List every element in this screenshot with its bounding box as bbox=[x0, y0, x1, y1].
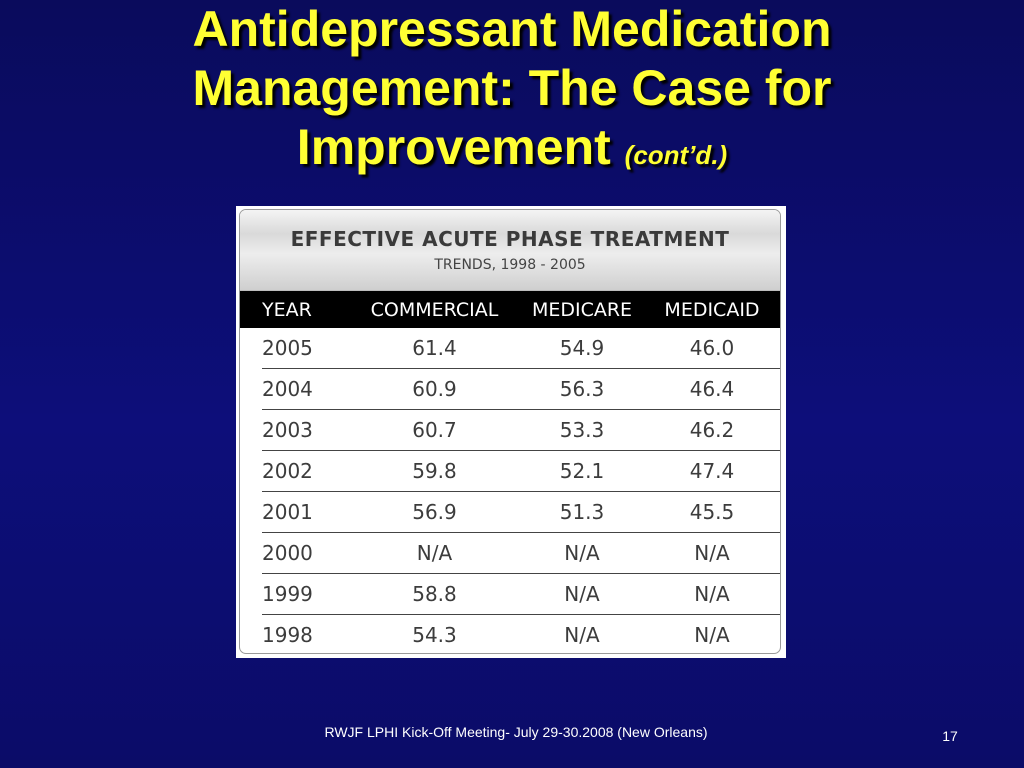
table-row: 2000 N/A N/A N/A bbox=[262, 533, 780, 574]
cell-medicare: N/A bbox=[564, 623, 600, 647]
cell-medicaid: N/A bbox=[694, 541, 730, 565]
cell-year: 2004 bbox=[262, 377, 313, 401]
cell-medicaid: 47.4 bbox=[689, 459, 735, 483]
table-row: 1998 54.3 N/A N/A bbox=[262, 615, 780, 653]
cell-commercial: 60.7 bbox=[412, 418, 457, 442]
table-subtitle: TRENDS, 1998 - 2005 bbox=[434, 257, 586, 273]
treatment-table: EFFECTIVE ACUTE PHASE TREATMENT TRENDS, … bbox=[239, 209, 781, 654]
cell-medicaid: 46.2 bbox=[689, 418, 735, 442]
cell-year: 2005 bbox=[262, 336, 313, 360]
table-row: 2001 56.9 51.3 45.5 bbox=[262, 492, 780, 533]
footer-text: RWJF LPHI Kick-Off Meeting- July 29-30.2… bbox=[324, 724, 708, 740]
column-header-year: YEAR bbox=[262, 298, 312, 321]
column-header-medicare: MEDICARE bbox=[531, 298, 633, 321]
cell-medicare: 54.9 bbox=[559, 336, 605, 360]
cell-commercial: 61.4 bbox=[412, 336, 457, 360]
column-header-medicaid: MEDICAID bbox=[664, 298, 760, 321]
cell-medicare: 51.3 bbox=[559, 500, 605, 524]
table-body: 2005 61.4 54.9 46.0 2004 60.9 56.3 46.4 … bbox=[240, 328, 780, 653]
column-header-commercial: COMMERCIAL bbox=[370, 298, 499, 321]
table-row: 2002 59.8 52.1 47.4 bbox=[262, 451, 780, 492]
cell-medicare: N/A bbox=[564, 541, 600, 565]
cell-year: 2003 bbox=[262, 418, 313, 442]
slide-title: Antidepressant Medication Management: Th… bbox=[80, 0, 944, 185]
cell-commercial: 56.9 bbox=[412, 500, 457, 524]
table-header-banner: EFFECTIVE ACUTE PHASE TREATMENT TRENDS, … bbox=[240, 210, 780, 291]
table-image: EFFECTIVE ACUTE PHASE TREATMENT TRENDS, … bbox=[236, 206, 786, 658]
table-title: EFFECTIVE ACUTE PHASE TREATMENT bbox=[290, 227, 730, 251]
cell-commercial: 60.9 bbox=[412, 377, 457, 401]
title-line-3-text: Improvement bbox=[296, 119, 611, 175]
title-line-1: Antidepressant Medication bbox=[192, 1, 832, 57]
cell-commercial: 54.3 bbox=[412, 623, 457, 647]
page-number: 17 bbox=[942, 728, 958, 744]
cell-commercial: 58.8 bbox=[412, 582, 457, 606]
table-row: 2003 60.7 53.3 46.2 bbox=[262, 410, 780, 451]
cell-commercial: 59.8 bbox=[412, 459, 457, 483]
cell-medicaid: 46.4 bbox=[689, 377, 735, 401]
cell-year: 2001 bbox=[262, 500, 313, 524]
table-row: 1999 58.8 N/A N/A bbox=[262, 574, 780, 615]
cell-year: 1999 bbox=[262, 582, 313, 606]
cell-medicaid: 45.5 bbox=[689, 500, 735, 524]
title-suffix: (cont’d.) bbox=[624, 140, 728, 170]
cell-medicaid: 46.0 bbox=[689, 336, 735, 360]
cell-medicaid: N/A bbox=[694, 582, 730, 606]
cell-medicare: 56.3 bbox=[559, 377, 605, 401]
cell-medicaid: N/A bbox=[694, 623, 730, 647]
cell-medicare: 52.1 bbox=[559, 459, 605, 483]
cell-medicare: N/A bbox=[564, 582, 600, 606]
cell-commercial: N/A bbox=[416, 541, 453, 565]
cell-year: 1998 bbox=[262, 623, 313, 647]
table-row: 2005 61.4 54.9 46.0 bbox=[262, 328, 780, 369]
cell-year: 2002 bbox=[262, 459, 313, 483]
table-row: 2004 60.9 56.3 46.4 bbox=[262, 369, 780, 410]
title-line-3: Improvement (cont’d.) bbox=[80, 118, 944, 185]
cell-medicare: 53.3 bbox=[559, 418, 605, 442]
column-header-row: YEAR COMMERCIAL MEDICARE MEDICAID bbox=[240, 291, 780, 328]
title-line-2: Management: The Case for bbox=[192, 60, 832, 116]
cell-year: 2000 bbox=[262, 541, 313, 565]
